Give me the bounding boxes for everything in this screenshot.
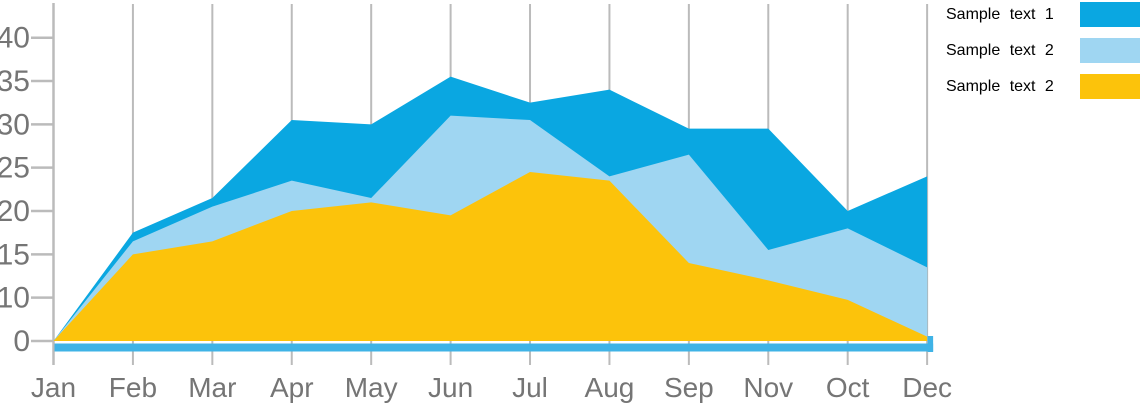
- y-label-20: 20: [0, 195, 30, 228]
- x-label-oct: Oct: [826, 372, 870, 403]
- y-label-35: 35: [0, 65, 30, 98]
- x-label-jul: Jul: [512, 372, 548, 403]
- y-label-40: 40: [0, 22, 30, 55]
- legend-item-1: Sample text 2: [930, 38, 1141, 63]
- y-axis: [31, 3, 55, 365]
- legend-item-2: Sample text 2: [930, 74, 1141, 99]
- y-axis-labels: 0 10 15 20 25 30 35 40: [0, 22, 30, 358]
- legend-swatch-0: [1080, 2, 1140, 27]
- area-series-group: [53, 76, 928, 342]
- x-label-nov: Nov: [743, 372, 793, 403]
- area-2-sample-text-2: [53, 172, 928, 341]
- x-label-mar: Mar: [188, 372, 236, 403]
- legend-swatch-1: [1080, 38, 1140, 63]
- y-label-30: 30: [0, 108, 30, 141]
- x-label-feb: Feb: [109, 372, 157, 403]
- legend-label-2: Sample text 2: [946, 77, 1054, 95]
- legend-item-0: Sample text 1: [930, 2, 1141, 27]
- x-label-may: May: [345, 372, 398, 403]
- y-label-10: 10: [0, 282, 30, 315]
- baseline-strip-bar: [54, 343, 934, 352]
- x-label-aug: Aug: [585, 372, 635, 403]
- x-label-sep: Sep: [664, 372, 714, 403]
- baseline-end-cap: [927, 336, 934, 352]
- baseline-strip: [54, 336, 934, 352]
- x-label-jun: Jun: [428, 372, 473, 403]
- x-axis-labels: Jan Feb Mar Apr May Jun Jul Aug Sep Nov Oct Dec: [31, 372, 952, 403]
- x-label-jan: Jan: [31, 372, 76, 403]
- legend-swatch-2: [1080, 74, 1140, 99]
- y-label-0: 0: [13, 325, 30, 358]
- y-label-25: 25: [0, 152, 30, 185]
- x-label-dec: Dec: [902, 372, 952, 403]
- legend: Sample text 1 Sample text 2 Sample text 2: [930, 2, 1141, 99]
- legend-label-1: Sample text 2: [946, 41, 1054, 59]
- x-label-apr: Apr: [270, 372, 314, 403]
- y-label-15: 15: [0, 238, 30, 271]
- legend-label-0: Sample text 1: [946, 5, 1054, 23]
